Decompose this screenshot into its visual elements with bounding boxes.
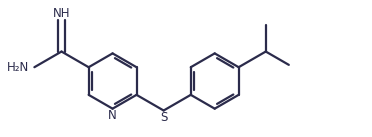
Text: H₂N: H₂N [7, 61, 29, 74]
Text: NH: NH [53, 7, 70, 20]
Text: N: N [108, 109, 117, 122]
Text: S: S [160, 111, 167, 124]
